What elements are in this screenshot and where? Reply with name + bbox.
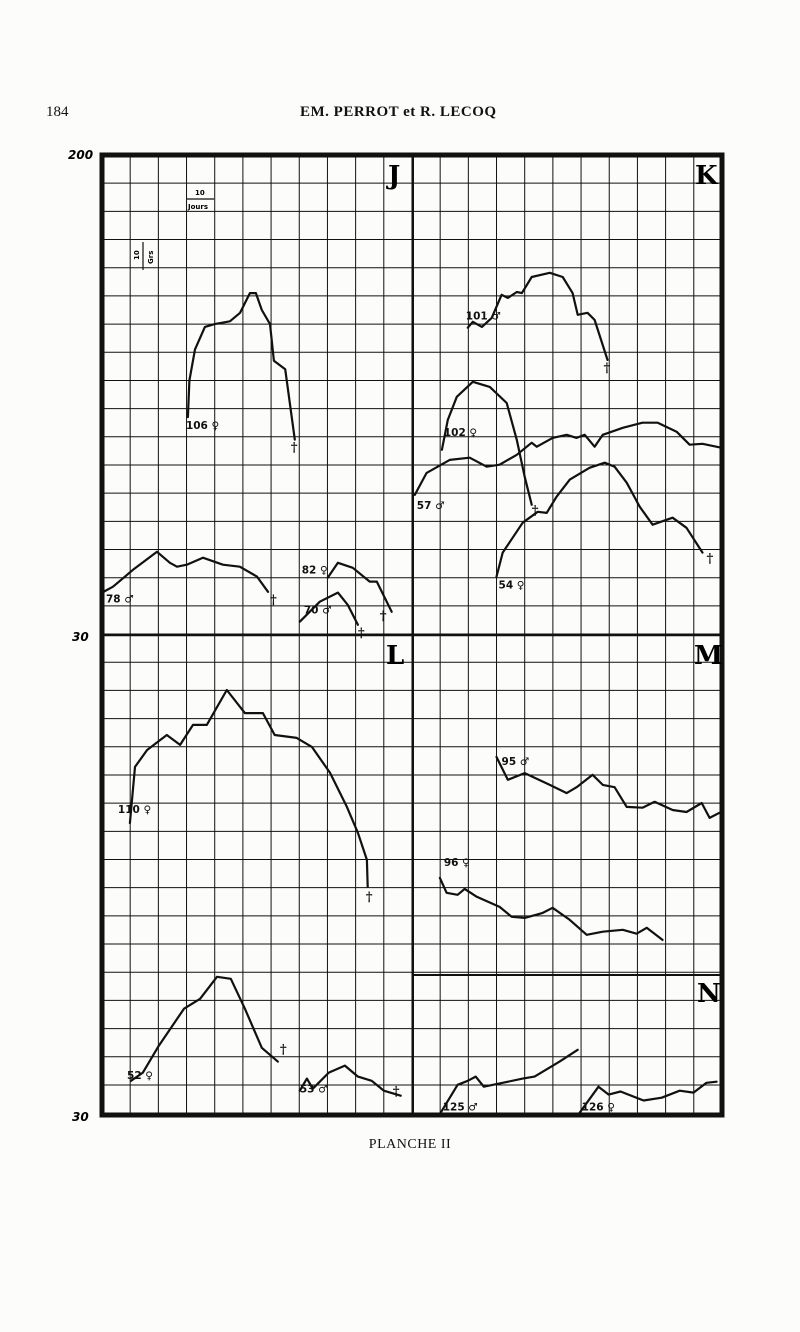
series-label-54: 54 ♀ xyxy=(499,580,525,592)
curve-82 xyxy=(326,561,393,613)
plate-frame xyxy=(99,152,725,1118)
curve-78 xyxy=(100,550,270,594)
scale-grams-unit: Grs xyxy=(147,251,155,264)
running-head-authors: EM. PERROT et R. LECOQ xyxy=(300,104,497,120)
panel-letter-m: M xyxy=(694,641,723,671)
series-label-125: 125 ♂ xyxy=(443,1102,478,1114)
y-tick-label-30-bottom: 30 xyxy=(72,1110,89,1124)
series-101: 101 ♂ † xyxy=(466,271,611,376)
curve-95 xyxy=(495,755,721,820)
series-96: 96 ♀ xyxy=(438,857,664,942)
curve-96 xyxy=(438,876,664,942)
series-label-106: 106 ♀ xyxy=(186,420,219,432)
curve-52 xyxy=(129,975,279,1082)
series-78: 78 ♂ † xyxy=(100,550,277,608)
curve-102 xyxy=(440,380,533,506)
curve-54 xyxy=(495,461,704,578)
death-marker: † xyxy=(707,552,714,567)
series-82: 82 ♀ † xyxy=(302,561,393,624)
series-label-53: 53 ♂ xyxy=(300,1084,328,1096)
scale-grams-value: 10 xyxy=(133,250,141,260)
panel-letter-l: L xyxy=(386,641,404,671)
series-57: 57 ♂ xyxy=(413,421,723,512)
death-marker: † xyxy=(270,593,277,608)
series-label-52: 52 ♀ xyxy=(127,1070,153,1082)
curve-70 xyxy=(298,591,359,626)
scale-days-value: 10 xyxy=(195,189,205,197)
scale-legend-days: 10 Jours xyxy=(187,189,214,211)
curve-101 xyxy=(466,271,609,361)
series-52: 52 ♀ † xyxy=(127,975,287,1082)
series-label-78: 78 ♂ xyxy=(106,594,134,606)
page-number: 184 xyxy=(46,104,69,120)
curve-110 xyxy=(128,688,369,889)
death-marker: † xyxy=(380,609,387,624)
curves: 106 ♀ † 78 ♂ † 82 ♀ † 70 ♂ † 101 ♂ † 102 ♀ † 57 ♂ 54 … xyxy=(100,271,723,1114)
series-label-110: 110 ♀ xyxy=(118,804,151,816)
death-marker: † xyxy=(280,1043,287,1058)
series-110: 110 ♀ † xyxy=(118,688,373,905)
scale-legend-grams: 10 Grs xyxy=(133,242,155,270)
panel-letter-n: N xyxy=(697,979,721,1009)
curve-125 xyxy=(439,1048,579,1114)
curve-53 xyxy=(298,1064,402,1097)
death-marker: † xyxy=(358,626,365,641)
death-marker: † xyxy=(366,890,373,905)
death-marker: † xyxy=(393,1085,400,1100)
panel-letter-j: J xyxy=(386,161,400,191)
curve-126 xyxy=(578,1080,718,1114)
series-label-101: 101 ♂ xyxy=(466,311,501,323)
series-label-57: 57 ♂ xyxy=(417,500,445,512)
y-tick-label-30-top: 30 xyxy=(72,630,89,644)
series-106: 106 ♀ † xyxy=(186,292,298,456)
plate-caption: PLANCHE II xyxy=(368,1137,452,1152)
series-53: 53 ♂ † xyxy=(298,1064,402,1100)
series-label-82: 82 ♀ xyxy=(302,565,328,577)
y-tick-label-200: 200 xyxy=(68,148,93,162)
series-102: 102 ♀ † xyxy=(440,380,539,519)
series-label-102: 102 ♀ xyxy=(444,427,477,439)
series-label-95: 95 ♂ xyxy=(502,756,530,768)
series-125: 125 ♂ xyxy=(439,1048,579,1114)
scale-days-unit: Jours xyxy=(187,203,208,211)
series-70: 70 ♂ † xyxy=(298,591,365,641)
curve-57 xyxy=(413,421,723,496)
series-54: 54 ♀ † xyxy=(495,461,714,592)
series-95: 95 ♂ xyxy=(495,755,721,820)
series-label-96: 96 ♀ xyxy=(444,857,470,869)
curve-106 xyxy=(186,292,296,441)
series-label-126: 126 ♀ xyxy=(582,1102,615,1114)
death-marker: † xyxy=(604,361,611,376)
series-label-70: 70 ♂ xyxy=(304,605,332,617)
death-marker: † xyxy=(532,504,539,519)
panel-letter-k: K xyxy=(695,161,719,191)
death-marker: † xyxy=(291,441,298,456)
series-126: 126 ♀ xyxy=(578,1080,718,1114)
